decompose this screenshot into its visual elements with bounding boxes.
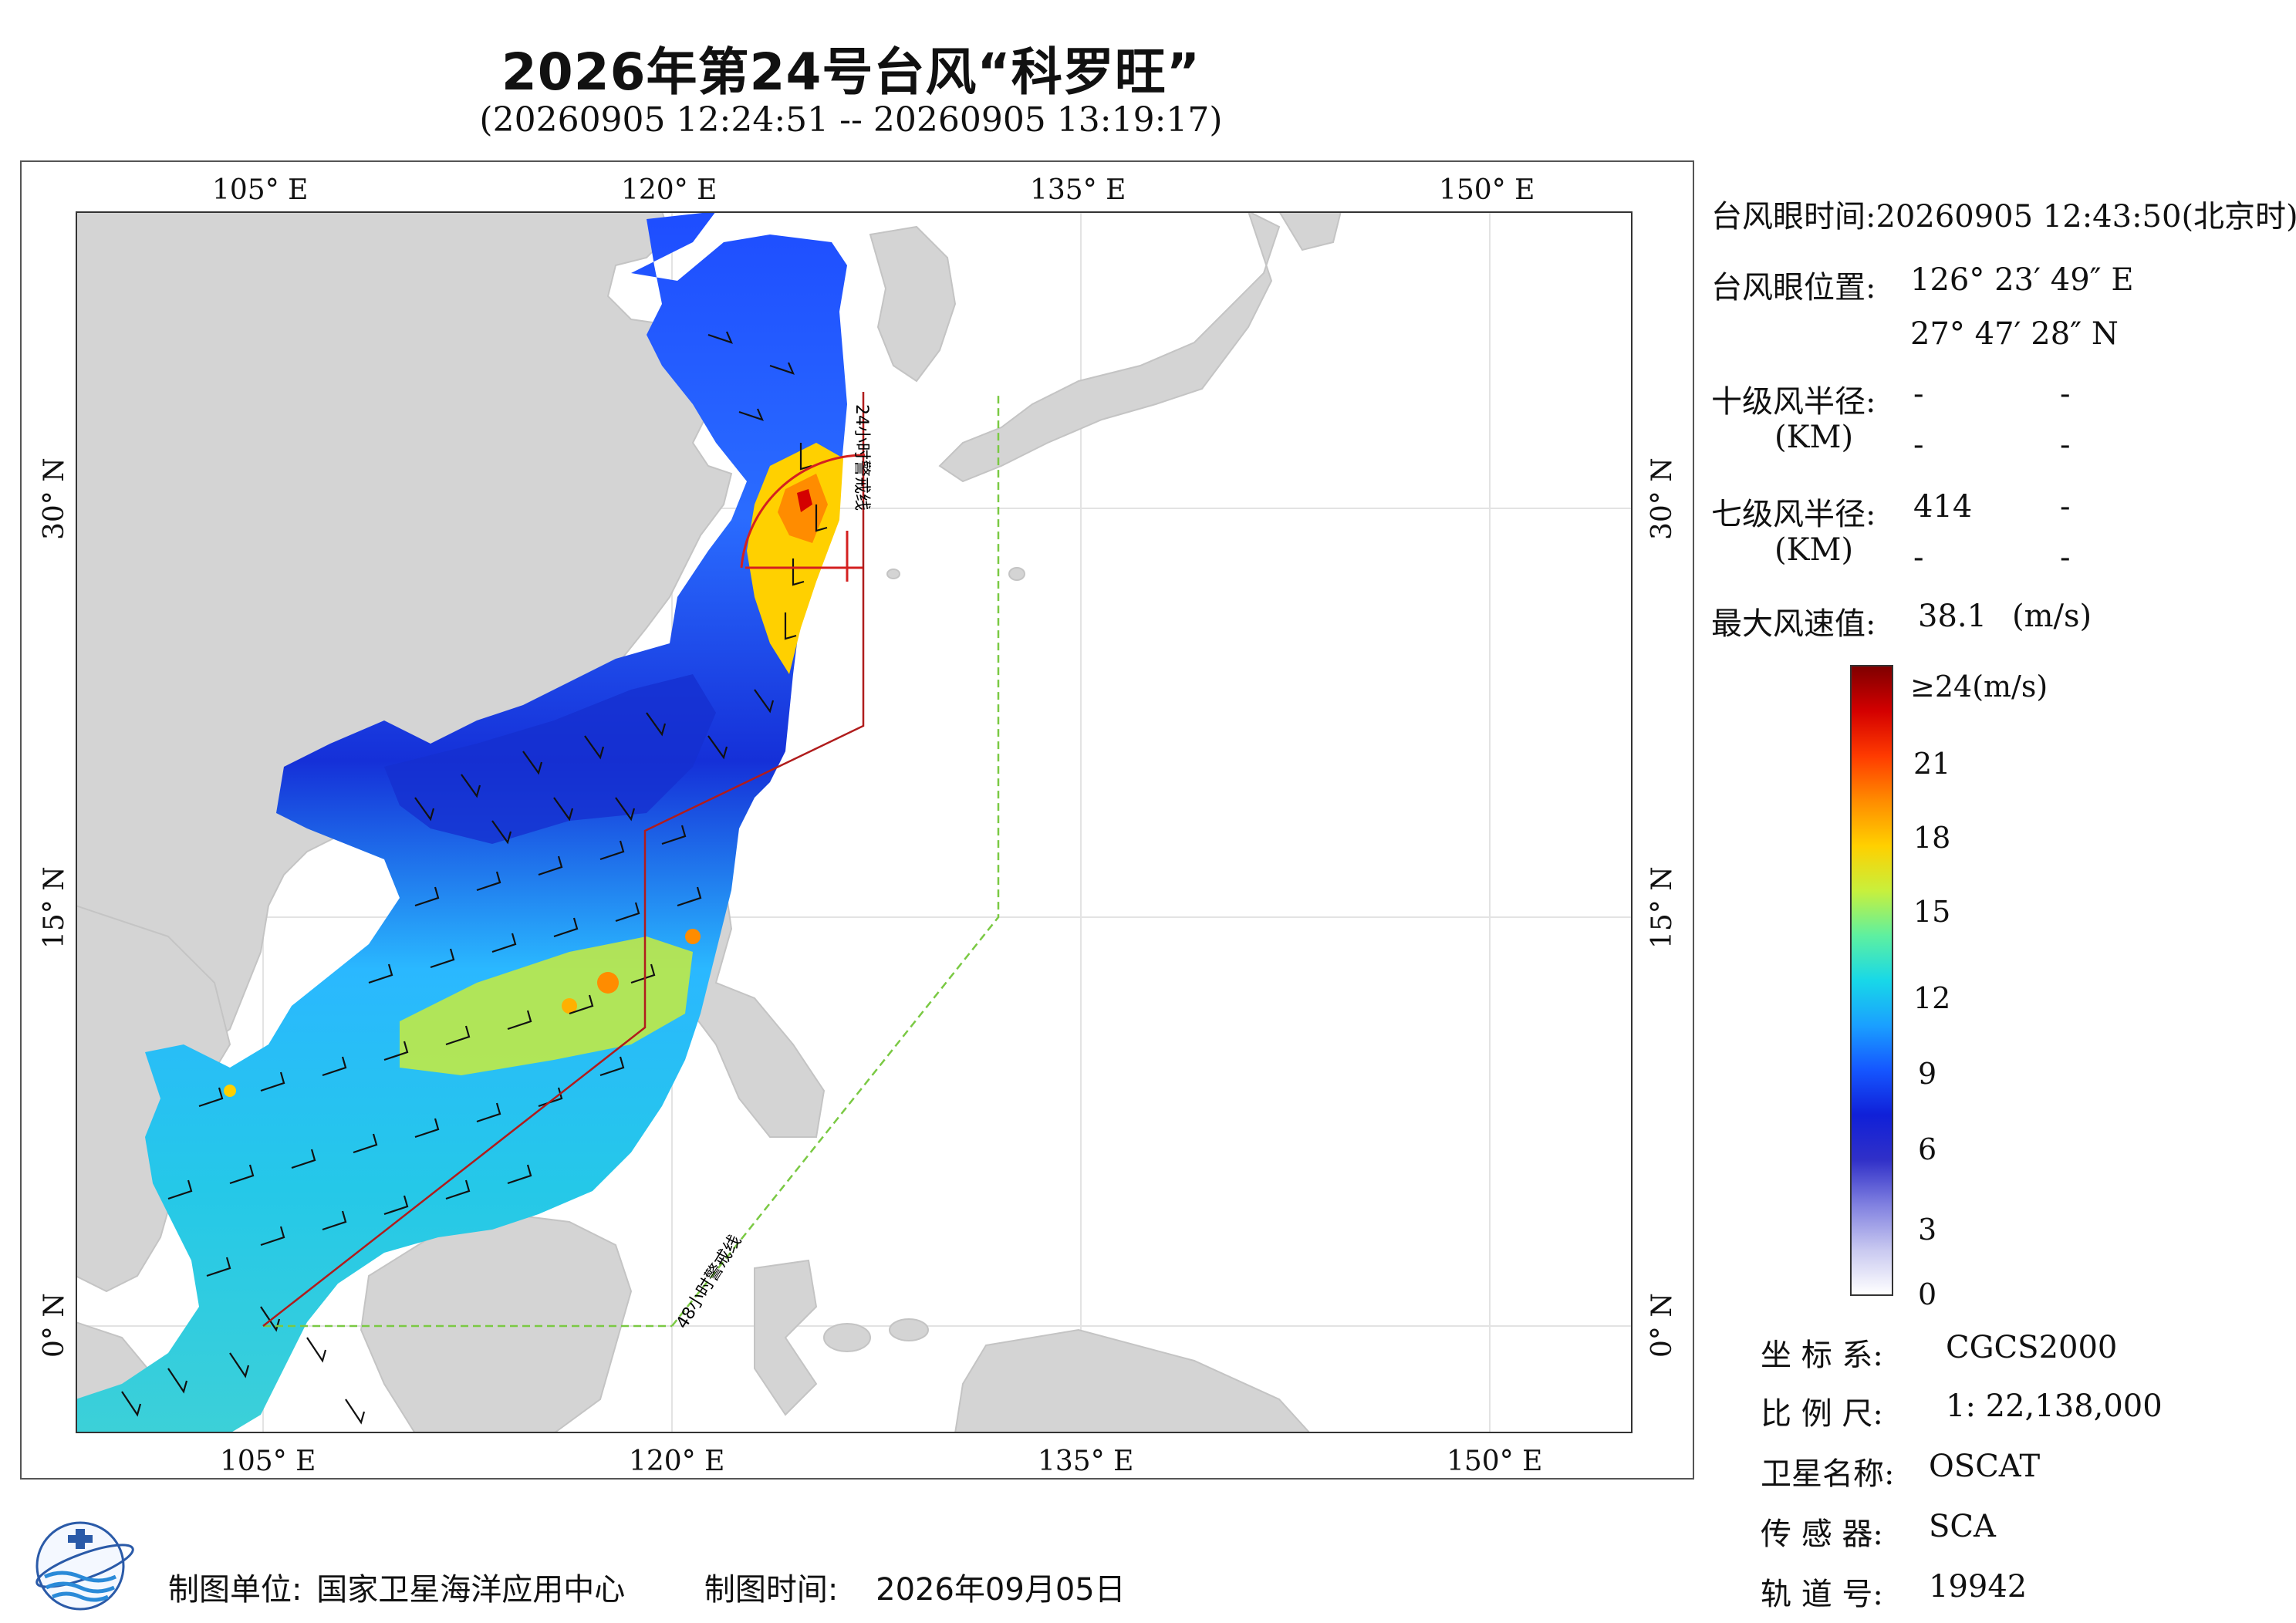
lon-tick-top: 105° E (212, 174, 309, 206)
colorbar-label: 18 (1913, 821, 1951, 855)
map-frame (20, 160, 1694, 1480)
colorbar-label: 12 (1913, 981, 1951, 1015)
lon-tick-top: 150° E (1439, 174, 1535, 206)
org-logo-icon (35, 1521, 134, 1611)
r7-value: 414 (1913, 489, 1973, 525)
max-wind-unit: (m/s) (2012, 599, 2092, 634)
orbit-value: 19942 (1929, 1569, 2028, 1604)
eye-pos-label: 台风眼位置: (1711, 270, 1876, 305)
wind-map: 24小时警戒线 48小时警戒线 (76, 211, 1633, 1433)
date-label: 制图时间: (704, 1572, 839, 1608)
max-wind-label: 最大风速值: (1711, 606, 1876, 642)
satellite-label: 卫星名称: (1761, 1456, 1895, 1492)
sensor-label: 传 感 器: (1761, 1517, 1883, 1552)
eye-time: 台风眼时间:20260905 12:43:50(北京时) (1711, 191, 2296, 236)
map-title: 2026年第24号台风“科罗旺” (501, 42, 1201, 102)
r7-unit: (KM) (1774, 532, 1854, 568)
r7-value: - (2060, 489, 2071, 525)
r7-value: - (2060, 540, 2071, 575)
colorbar-top-label: ≥24(m/s) (1910, 670, 2048, 704)
r10-value: - (2060, 427, 2071, 463)
r10-value: - (2060, 376, 2071, 412)
lat-tick-right: 0° N (1646, 1293, 1678, 1358)
lat-tick-right: 30° N (1646, 457, 1678, 540)
warning-line-48h (671, 392, 1000, 1327)
warning-24h-label: 24小时警戒线 (852, 404, 871, 511)
org-label: 制图单位: (168, 1572, 302, 1608)
colorbar-label: 21 (1913, 747, 1951, 781)
lon-tick-top: 135° E (1030, 174, 1126, 206)
colorbar-label: 3 (1918, 1213, 1937, 1247)
coord-label: 坐 标 系: (1761, 1338, 1883, 1373)
lon-tick-bottom: 150° E (1447, 1446, 1543, 1477)
org-value: 国家卫星海洋应用中心 (316, 1572, 626, 1608)
satellite-value: OSCAT (1929, 1449, 2041, 1484)
warning-line-24h (262, 392, 865, 1327)
lon-tick-bottom: 105° E (220, 1446, 316, 1477)
r7-value: - (1913, 540, 1924, 575)
r10-value: - (1913, 427, 1924, 463)
sensor-value: SCA (1929, 1509, 1996, 1544)
lat-tick-left: 15° N (39, 866, 70, 949)
r10-value: - (1913, 376, 1924, 412)
eye-lat: 27° 47′ 28″ N (1910, 316, 2119, 352)
colorbar (1850, 665, 1893, 1296)
scale-label: 比 例 尺: (1761, 1396, 1883, 1432)
eye-lon: 126° 23′ 49″ E (1910, 262, 2134, 298)
eye-time-label: 台风眼时间: (1711, 199, 1876, 235)
lon-tick-top: 120° E (621, 174, 718, 206)
colorbar-label: 0 (1918, 1277, 1937, 1311)
lat-tick-left: 30° N (39, 457, 70, 540)
max-wind-value: 38.1 (1918, 599, 1987, 634)
lon-tick-bottom: 135° E (1038, 1446, 1134, 1477)
typhoon-eye-marker (745, 531, 863, 582)
colorbar-label: 6 (1918, 1132, 1937, 1166)
lat-tick-right: 15° N (1646, 866, 1678, 949)
lat-tick-left: 0° N (39, 1293, 70, 1358)
wind-speed-swath (76, 211, 847, 1433)
wind-radius-arc (740, 454, 866, 569)
date-value: 2026年09月05日 (876, 1572, 1126, 1608)
lon-tick-bottom: 120° E (629, 1446, 725, 1477)
map-subtitle: (20260905 12:24:51 -- 20260905 13:19:17) (479, 100, 1223, 140)
orbit-label: 轨 道 号: (1761, 1577, 1883, 1612)
coord-value: CGCS2000 (1946, 1330, 2118, 1365)
scale-value: 1: 22,138,000 (1946, 1388, 2163, 1424)
r10-label: 十级风半径: (1711, 384, 1876, 420)
colorbar-label: 15 (1913, 895, 1951, 929)
colorbar-label: 9 (1918, 1057, 1937, 1091)
r7-label: 七级风半径: (1711, 497, 1876, 532)
eye-time-value: 20260905 12:43:50(北京时) (1876, 199, 2296, 235)
r10-unit: (KM) (1774, 420, 1854, 455)
